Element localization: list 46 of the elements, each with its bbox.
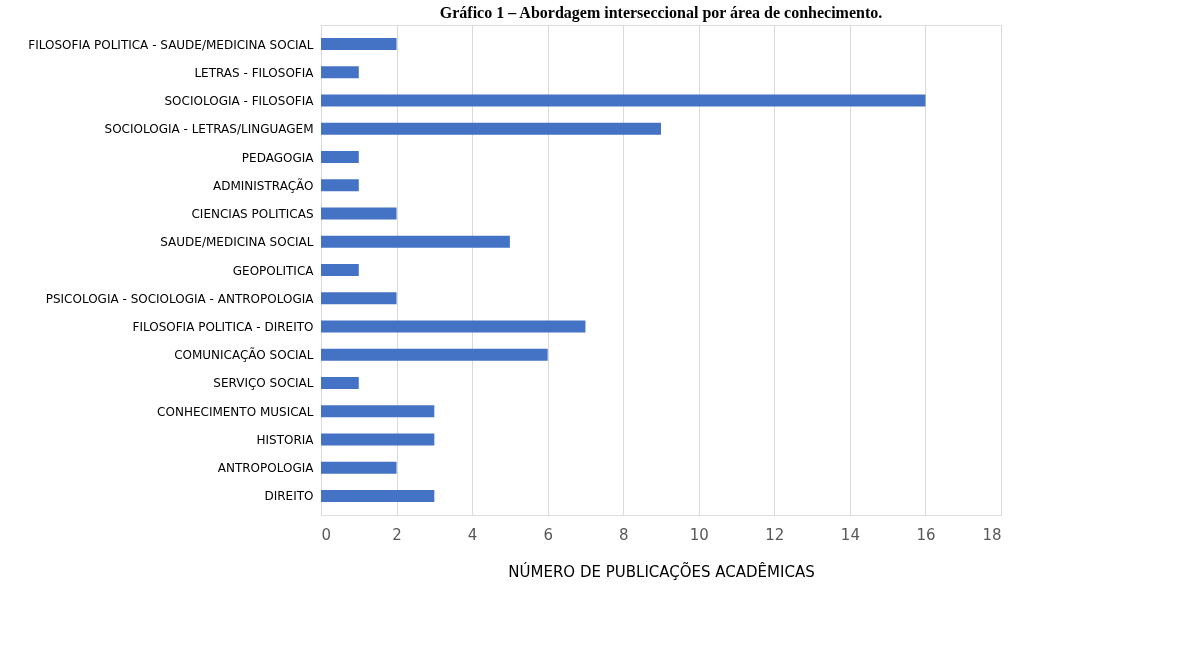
x-tick-label: 4 xyxy=(467,525,478,544)
bar xyxy=(321,235,510,248)
bar xyxy=(321,151,359,164)
y-tick-label: PSICOLOGIA - SOCIOLOGIA - ANTROPOLOGIA xyxy=(45,291,315,306)
y-tick-label: COMUNICAÇÃO SOCIAL xyxy=(174,347,314,363)
y-tick-label: FILOSOFIA POLITICA - DIREITO xyxy=(132,319,314,334)
x-tick-label: 16 xyxy=(916,525,936,544)
y-tick-label: ANTROPOLOGIA xyxy=(217,461,315,476)
y-tick-label: ADMINISTRAÇÃO xyxy=(213,177,314,193)
y-tick-label: DIREITO xyxy=(264,489,314,504)
bar xyxy=(321,292,397,305)
y-tick-label: SAUDE/MEDICINA SOCIAL xyxy=(160,235,314,250)
bar xyxy=(321,207,397,220)
x-tick-label: 6 xyxy=(543,525,553,544)
y-tick-label: PEDAGOGIA xyxy=(241,150,315,165)
bar xyxy=(321,376,359,389)
y-tick-label: SOCIOLOGIA - LETRAS/LINGUAGEM xyxy=(104,122,314,137)
bar xyxy=(321,66,359,79)
chart-title: Gráfico 1 – Abordagem interseccional por área de conhecimento. xyxy=(439,4,883,22)
y-tick-label: SERVIÇO SOCIAL xyxy=(213,376,314,391)
bar xyxy=(321,122,661,135)
bar xyxy=(321,489,435,502)
y-tick-label: HISTORIA xyxy=(256,432,315,447)
bar xyxy=(321,94,926,107)
y-tick-label: CONHECIMENTO MUSICAL xyxy=(157,404,314,419)
bar xyxy=(321,461,397,474)
y-tick-label: FILOSOFIA POLITICA - SAUDE/MEDICINA SOCIAL xyxy=(28,37,314,52)
x-tick-label: 0 xyxy=(321,525,332,544)
x-tick-label: 10 xyxy=(689,525,709,544)
bar xyxy=(321,433,435,446)
y-tick-label: SOCIOLOGIA - FILOSOFIA xyxy=(164,94,315,109)
y-tick-label: GEOPOLITICA xyxy=(232,263,315,278)
x-tick-label: 18 xyxy=(982,525,1002,544)
bar xyxy=(321,264,359,276)
bar xyxy=(321,38,397,51)
bar xyxy=(321,348,548,361)
y-tick-label: CIENCIAS POLITICAS xyxy=(191,207,314,222)
bar xyxy=(321,320,586,333)
y-tick-label: LETRAS - FILOSOFIA xyxy=(194,65,315,80)
bar xyxy=(321,405,435,418)
x-tick-label: 12 xyxy=(765,525,785,544)
x-tick-label: 8 xyxy=(618,525,629,544)
x-tick-label: 14 xyxy=(840,525,860,544)
x-tick-label: 2 xyxy=(392,525,402,544)
x-axis-title: NÚMERO DE PUBLICAÇÕES ACADÊMICAS xyxy=(508,561,815,581)
bar xyxy=(321,179,359,192)
